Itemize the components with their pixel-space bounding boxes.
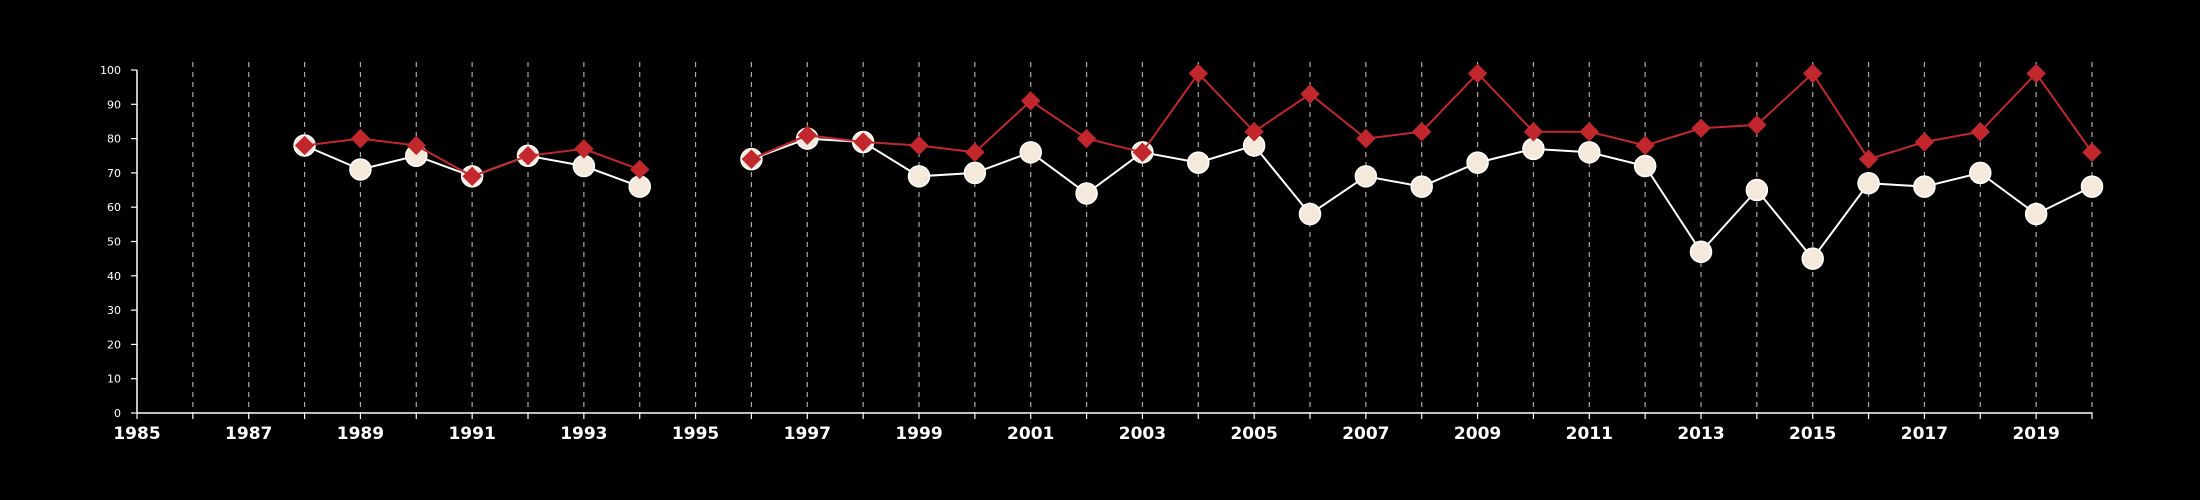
data-point [1857, 171, 1880, 195]
data-point [1522, 137, 1545, 161]
x-tick-label: 2015 [1789, 424, 1836, 444]
data-point [1803, 63, 1823, 84]
data-point [1691, 118, 1711, 139]
data-point [1410, 175, 1433, 198]
data-point [406, 135, 426, 156]
grid-lines [192, 62, 2093, 413]
x-tick-label: 2009 [1454, 424, 1501, 444]
data-point [1801, 247, 1824, 270]
data-point [797, 125, 817, 145]
y-tick-label: 60 [107, 201, 121, 214]
x-tick-label: 2003 [1119, 424, 1166, 444]
data-point [1188, 63, 1208, 84]
data-point [741, 149, 762, 169]
data-point [1187, 151, 1210, 174]
data-point [1913, 175, 1936, 198]
data-point [462, 166, 482, 187]
x-tick-label: 2013 [1677, 424, 1724, 444]
y-tick-label: 30 [107, 304, 121, 317]
data-point [1579, 122, 1599, 142]
x-tick-label: 1991 [448, 424, 495, 444]
data-point [1745, 178, 1769, 202]
data-point [1019, 141, 1042, 164]
x-tick-label: 2017 [1901, 424, 1948, 444]
data-point [853, 132, 873, 152]
data-point [1969, 161, 1992, 185]
data-point [1578, 141, 1601, 164]
data-point [1298, 202, 1322, 226]
data-point [2080, 175, 2104, 198]
data-point [1076, 128, 1097, 149]
data-point [349, 158, 372, 181]
y-tick-label: 0 [114, 407, 121, 420]
data-point [1914, 132, 1935, 152]
series [293, 63, 2104, 270]
tick-labels: 0 10 20 30 40 50 60 70 80 90 100 1985 1987 1989 1991 19… [100, 64, 2060, 444]
data-point [2024, 202, 2048, 226]
data-point [1412, 122, 1432, 142]
y-tick-label: 40 [107, 270, 121, 283]
y-tick-label: 90 [107, 98, 121, 111]
data-point [2082, 142, 2102, 163]
data-point [1466, 151, 1489, 174]
data-point [1354, 165, 1378, 188]
x-tick-label: 1989 [337, 424, 384, 444]
x-tick-label: 1985 [113, 424, 160, 444]
data-point [572, 154, 596, 178]
y-tick-label: 70 [107, 167, 121, 180]
data-point [1467, 63, 1488, 84]
data-point [1633, 154, 1657, 178]
x-tick-label: 1987 [225, 424, 272, 444]
data-point [1300, 84, 1320, 104]
data-point [1356, 128, 1376, 149]
x-tick-label: 2005 [1230, 424, 1277, 444]
data-point [294, 135, 315, 156]
data-point [1523, 122, 1544, 142]
x-tick-label: 2001 [1007, 424, 1054, 444]
data-point [630, 159, 650, 180]
axes [131, 69, 2093, 419]
y-tick-label: 80 [107, 133, 121, 146]
data-point [907, 165, 931, 188]
x-tick-label: 2007 [1342, 424, 1389, 444]
data-point [1747, 115, 1767, 135]
x-tick-label: 1997 [784, 424, 831, 444]
y-tick-label: 10 [107, 373, 121, 386]
data-point [1689, 240, 1713, 264]
x-tick-label: 1993 [560, 424, 607, 444]
data-point [628, 175, 651, 198]
series-diamonds [294, 63, 2102, 187]
data-point [1858, 149, 1879, 169]
x-tick-label: 1995 [672, 424, 719, 444]
data-point [963, 161, 987, 185]
data-point [1075, 182, 1098, 205]
x-tick-label: 2019 [2012, 424, 2059, 444]
data-point [965, 142, 985, 163]
data-point [1635, 135, 1655, 156]
data-point [1244, 122, 1264, 142]
x-tick-label: 1999 [895, 424, 942, 444]
data-point [1132, 142, 1153, 163]
data-point [1021, 91, 1041, 111]
data-point [518, 146, 538, 166]
y-tick-label: 100 [100, 64, 121, 77]
data-point [350, 128, 371, 149]
y-tick-label: 20 [107, 338, 121, 351]
series-circles [293, 127, 2104, 270]
data-point [2026, 63, 2046, 84]
data-point [574, 139, 594, 159]
x-tick-label: 2011 [1566, 424, 1613, 444]
data-point [1970, 122, 1990, 142]
y-tick-label: 50 [107, 236, 121, 249]
data-point [909, 135, 929, 156]
